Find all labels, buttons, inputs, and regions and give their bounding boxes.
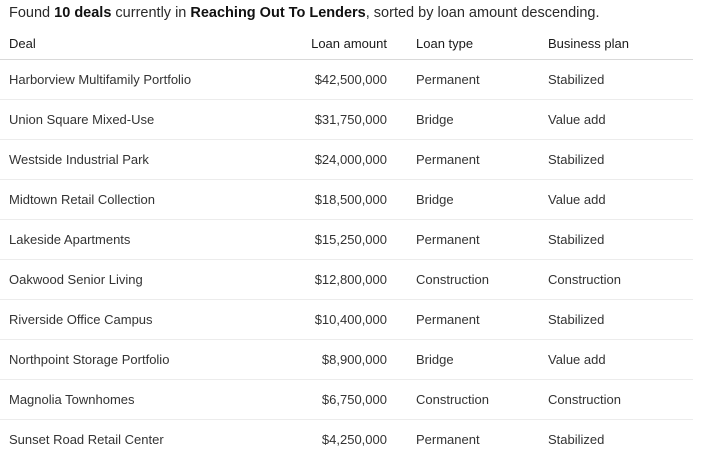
loan-type-cell: Permanent <box>387 59 539 100</box>
deal-name-cell: Magnolia Townhomes <box>0 379 280 420</box>
loan-amount-cell: $10,400,000 <box>280 299 387 340</box>
business-plan-cell: Value add <box>539 339 693 380</box>
loan-amount-cell: $18,500,000 <box>280 179 387 220</box>
loan-type-cell: Permanent <box>387 219 539 260</box>
table-row: Lakeside Apartments $15,250,000 Permanent S… <box>0 219 693 260</box>
business-plan-cell: Construction <box>539 379 693 420</box>
result-summary: Found 10 deals currently in Reaching Out… <box>9 5 600 21</box>
pipeline-stage: Reaching Out To Lenders <box>190 5 366 21</box>
loan-amount-cell: $31,750,000 <box>280 99 387 140</box>
table-row: Midtown Retail Collection $18,500,000 Brid… <box>0 179 693 220</box>
loan-type-cell: Bridge <box>387 179 539 220</box>
summary-middle: currently in <box>111 5 191 21</box>
loan-amount-cell: $8,900,000 <box>280 339 387 380</box>
deals-table: Deal Loan amount Loan type Business plan… <box>0 27 693 459</box>
column-header-deal: Deal <box>0 27 280 60</box>
table-header-row: Deal Loan amount Loan type Business plan <box>0 27 693 60</box>
loan-type-cell: Construction <box>387 259 539 300</box>
business-plan-cell: Stabilized <box>539 219 693 260</box>
deal-name-cell: Sunset Road Retail Center <box>9 432 164 447</box>
table-row: Union Square Mixed-Use $31,750,000 Bridge V… <box>0 99 693 140</box>
business-plan-cell: Stabilized <box>539 59 693 100</box>
column-header-business-plan: Business plan <box>539 27 693 60</box>
deal-name-cell: Westside Industrial Park <box>0 139 280 180</box>
business-plan-cell: Stabilized <box>539 299 693 340</box>
deal-name-cell: Lakeside Apartments <box>0 219 280 260</box>
loan-amount-cell: $42,500,000 <box>280 59 387 100</box>
business-plan-cell: Construction <box>539 259 693 300</box>
loan-amount-cell: $4,250,000 <box>321 432 387 447</box>
summary-prefix: Found <box>9 5 55 21</box>
deal-name-cell: Midtown Retail Collection <box>0 179 280 220</box>
business-plan-cell: Value add <box>539 99 693 140</box>
loan-amount-cell: $15,250,000 <box>280 219 387 260</box>
deal-name-cell: Union Square Mixed-Use <box>0 99 280 140</box>
deal-name-cell: Northpoint Storage Portfolio <box>0 339 280 380</box>
summary-suffix: , sorted by loan amount descending. <box>365 5 600 21</box>
table-row: Riverside Office Campus $10,400,000 Perman… <box>0 299 693 340</box>
column-header-loan-amount: Loan amount <box>280 27 387 60</box>
loan-amount-cell: $24,000,000 <box>280 139 387 180</box>
table-row: Harborview Multifamily Portfolio $42,500,… <box>0 59 693 100</box>
table-row: Northpoint Storage Portfolio $8,900,000 Br… <box>0 339 693 380</box>
loan-type-cell: Permanent <box>387 139 539 180</box>
deal-count: 10 deals <box>54 5 112 21</box>
loan-type-cell: Bridge <box>387 99 539 140</box>
deal-name-cell: Harborview Multifamily Portfolio <box>0 59 280 100</box>
business-plan-cell: Value add <box>539 179 693 220</box>
business-plan-cell: Stabilized <box>548 432 605 447</box>
loan-type-cell: Construction <box>387 379 539 420</box>
deal-name-cell: Riverside Office Campus <box>0 299 280 340</box>
loan-type-cell: Permanent <box>416 432 480 447</box>
loan-type-cell: Bridge <box>387 339 539 380</box>
loan-type-cell: Permanent <box>387 299 539 340</box>
table-row: Oakwood Senior Living $12,800,000 Construc… <box>0 259 693 300</box>
loan-amount-cell: $6,750,000 <box>280 379 387 420</box>
table-row: Magnolia Townhomes $6,750,000 Construction… <box>0 379 693 420</box>
table-row: Sunset Road Retail Center $4,250,000 Perma… <box>0 420 693 460</box>
column-header-loan-type: Loan type <box>387 27 539 60</box>
table-row: Westside Industrial Park $24,000,000 Perma… <box>0 139 693 180</box>
loan-amount-cell: $12,800,000 <box>280 259 387 300</box>
business-plan-cell: Stabilized <box>539 139 693 180</box>
deal-name-cell: Oakwood Senior Living <box>0 259 280 300</box>
